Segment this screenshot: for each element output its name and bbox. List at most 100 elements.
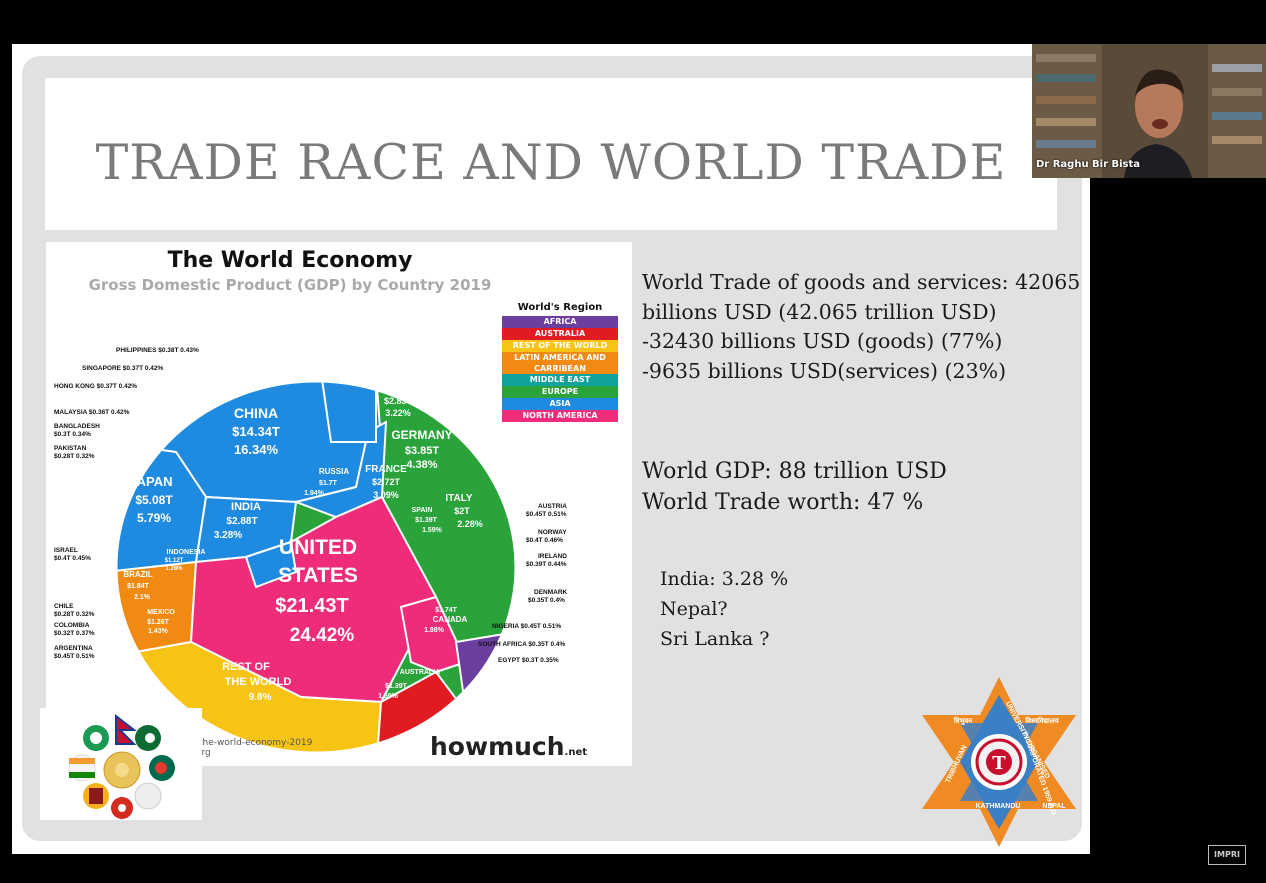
spain-value: $1.39T	[415, 517, 438, 524]
flag-wheel-icon	[68, 713, 175, 819]
brazil-pct: 2.1%	[134, 594, 151, 601]
callout-right: IRELAND	[538, 553, 567, 560]
tu-top-right-text: विश्वविद्यालय	[1024, 716, 1059, 725]
gdp-text: World GDP: 88 trillion USD World Trade w…	[642, 456, 947, 518]
legend-item-asia: ASIA	[502, 398, 618, 410]
trade-line: -32430 billions USD (goods) (77%)	[642, 329, 1003, 353]
china-label: CHINA	[234, 405, 278, 421]
tu-bottom-text: KATHMANDU	[976, 803, 1021, 810]
legend-item-latin-america: LATIN AMERICA AND CARRIBEAN	[502, 352, 618, 374]
question-line: Nepal?	[660, 598, 728, 620]
callout-left: PHILIPPINES $0.38T 0.43%	[116, 347, 199, 354]
participant-name: Dr Raghu Bir Bista	[1036, 159, 1141, 170]
uk-value: $2.83T	[384, 396, 413, 406]
russia-value: $1.7T	[319, 480, 338, 487]
france-value: $2.72T	[372, 477, 401, 487]
rest-label-line2: THE WORLD	[225, 676, 292, 688]
canada-label: CANADA	[433, 615, 468, 624]
mexico-pct: 1.43%	[148, 628, 169, 635]
france-pct: 3.09%	[373, 490, 399, 500]
tu-bottom-right-text: NEPAL	[1042, 803, 1066, 810]
korea-label-line1: SOUTH	[332, 353, 353, 359]
canada-cell	[399, 595, 468, 674]
mexico-label: MEXICO	[147, 609, 175, 616]
korea-label-line2: KOREA	[331, 362, 353, 368]
china-value: $14.34T	[232, 424, 280, 439]
brazil-value: $1.84T	[127, 583, 150, 590]
legend-item-middle-east: MIDDLE EAST	[502, 374, 618, 386]
callout-right: NIGERIA $0.45T 0.51%	[492, 623, 561, 630]
italy-pct: 2.28%	[457, 519, 483, 529]
callout-right: $0.39T 0.44%	[526, 561, 567, 568]
callout-left: $0.28T 0.32%	[54, 611, 95, 618]
trade-line: World Trade of goods and services: 42065	[642, 270, 1081, 294]
france-label: FRANCE	[365, 464, 407, 475]
video-feed	[1032, 44, 1266, 178]
canada-pct: 1.98%	[424, 627, 445, 634]
country-questions: India: 3.28 % Nepal? Sri Lanka ?	[660, 564, 788, 654]
presentation-slide: TRADE RACE AND WORLD TRADE The World Eco…	[22, 56, 1082, 847]
rest-label-line1: REST OF	[222, 661, 270, 673]
legend-item-australia: AUSTRALIA	[502, 328, 618, 340]
gdp-line: World Trade worth: 47 %	[642, 490, 924, 515]
callout-right: AUSTRIA	[538, 503, 567, 510]
australia-pct: 1.59%	[378, 693, 399, 700]
legend-title: World's Region	[517, 302, 603, 313]
brand-suffix: .net	[564, 747, 588, 758]
brazil-label: BRAZIL	[123, 570, 152, 579]
impri-watermark: IMPRI	[1208, 845, 1246, 865]
spain-pct: 1.59%	[422, 527, 443, 534]
callout-left: ISRAEL	[54, 547, 78, 554]
callout-left: $0.28T 0.32%	[54, 453, 95, 460]
callout-right: $0.4T 0.46%	[526, 537, 563, 544]
australia-value: $1.39T	[385, 683, 408, 690]
callout-right: SOUTH AFRICA $0.35T 0.4%	[478, 641, 566, 648]
tu-top-left-text: त्रिभुवन	[953, 716, 973, 726]
slide-title: TRADE RACE AND WORLD TRADE	[95, 134, 1007, 191]
callout-left: $0.4T 0.45%	[54, 555, 91, 562]
japan-value: $5.08T	[135, 493, 173, 507]
source-credit: /the-world-economy-2019 org	[196, 738, 312, 758]
world-trade-text: World Trade of goods and services: 42065…	[642, 268, 1080, 386]
us-pct: 24.42%	[290, 625, 355, 646]
tu-star-icon: T त्रिभुवन विश्वविद्यालय KATHMANDU NEPAL…	[922, 677, 1076, 847]
callout-left: MALAYSIA $0.36T 0.42%	[54, 409, 130, 416]
title-band: TRADE RACE AND WORLD TRADE	[45, 78, 1057, 230]
russia-pct: 1.94%	[304, 490, 325, 497]
screen-share: TRADE RACE AND WORLD TRADE The World Eco…	[12, 44, 1090, 854]
howmuch-logo: howmuch.net	[430, 732, 587, 761]
callout-left: PAKISTAN	[54, 445, 87, 452]
russia-label: RUSSIA	[319, 467, 349, 476]
tu-center-letter: T	[992, 753, 1006, 774]
region-legend: World's Region AFRICA AUSTRALIA REST OF …	[502, 302, 618, 422]
korea-pct: 1.87%	[346, 379, 364, 385]
india-pct: 3.28%	[214, 530, 242, 541]
credit-org: org	[196, 748, 211, 758]
question-line: India: 3.28 %	[660, 568, 789, 590]
korea-cell	[309, 381, 377, 443]
indonesia-value: $1.12T	[165, 558, 184, 564]
callout-right: NORWAY	[538, 529, 567, 536]
uk-label-line1: UNITED	[385, 372, 419, 382]
india-label: INDIA	[231, 501, 261, 513]
callout-left: $0.3T 0.34%	[54, 431, 91, 438]
callout-left: SINGAPORE $0.37T 0.42%	[82, 365, 164, 372]
uk-pct: 3.22%	[385, 408, 411, 418]
us-label-line2: STATES	[278, 564, 358, 587]
infographic-subtitle: Gross Domestic Product (GDP) by Country …	[88, 276, 492, 294]
callout-left: HONG KONG $0.37T 0.42%	[54, 383, 137, 390]
italy-label: ITALY	[445, 493, 473, 504]
rest-pct: 9.8%	[249, 692, 272, 703]
callout-left: $0.32T 0.37%	[54, 630, 95, 637]
callout-right: DENMARK	[534, 589, 568, 596]
question-line: Sri Lanka ?	[660, 628, 770, 650]
tribhuvan-university-logo: T त्रिभुवन विश्वविद्यालय KATHMANDU NEPAL…	[918, 673, 1080, 851]
indonesia-cell	[244, 540, 298, 589]
webcam-tile[interactable]: Dr Raghu Bir Bista	[1032, 44, 1266, 178]
spain-label: SPAIN	[412, 507, 433, 514]
us-value: $21.43T	[275, 595, 348, 617]
callout-right: $0.35T 0.4%	[528, 597, 565, 604]
saarc-flags-logo	[40, 708, 202, 820]
world-economy-infographic: The World Economy Gross Domestic Product…	[46, 242, 632, 766]
germany-label: GERMANY	[391, 428, 452, 442]
